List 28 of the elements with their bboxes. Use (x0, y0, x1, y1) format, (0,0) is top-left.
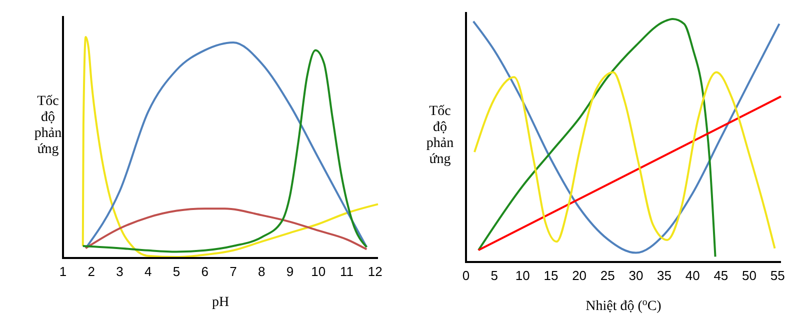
x-tick-label: 7 (230, 264, 237, 279)
x-tick-label: 9 (286, 264, 294, 279)
y-axis-title: Tốc độ phản ứng (426, 104, 454, 167)
x-tick-label: 10 (515, 268, 530, 283)
x-tick-label: 45 (714, 268, 728, 283)
x-tick-label: 11 (340, 264, 354, 279)
x-axis-title: Nhiệt độ ($^{o}$C) (586, 296, 662, 314)
x-tick-label: 8 (258, 264, 266, 279)
x-tick-label: 50 (742, 268, 757, 283)
x-tick-label: 55 (770, 268, 785, 283)
x-tick-label: 35 (657, 268, 672, 283)
x-tick-label: 2 (88, 264, 95, 279)
x-tick-label: 0 (462, 268, 470, 283)
x-tick-label: 12 (368, 264, 382, 279)
x-tick-label: 40 (685, 268, 700, 283)
x-tick-label: 25 (600, 268, 615, 283)
y-axis-title: Tốc độ phản ứng (34, 94, 62, 157)
x-axis-title: pH (212, 295, 230, 310)
x-tick-label: 20 (572, 268, 587, 283)
x-tick-label: 4 (144, 264, 152, 279)
x-tick-label: 10 (311, 264, 326, 279)
x-tick-label: 5 (172, 264, 180, 279)
x-tick-label: 3 (116, 264, 124, 279)
x-tick-label: 5 (490, 268, 498, 283)
x-tick-label: 6 (201, 264, 209, 279)
x-tick-label: 30 (628, 268, 644, 283)
x-tick-label: 15 (544, 268, 558, 283)
x-tick-label: 1 (59, 264, 67, 279)
